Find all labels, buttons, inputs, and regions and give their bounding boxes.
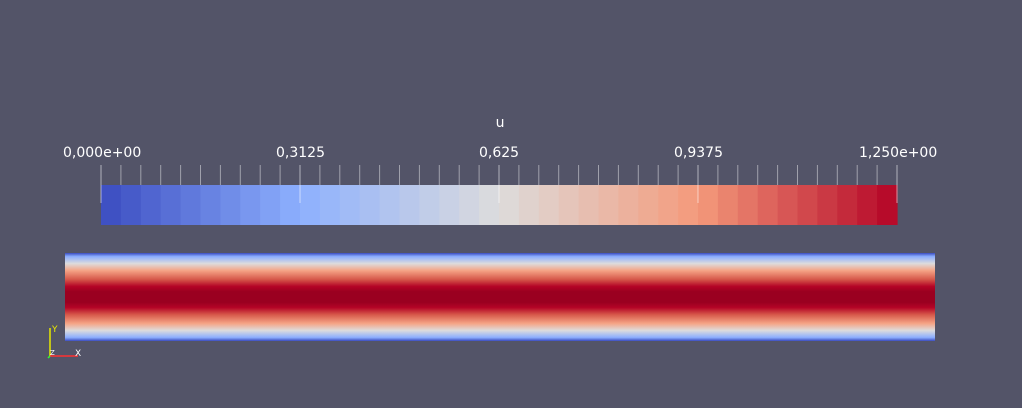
- scalar-bar-band: [757, 185, 779, 225]
- scalar-bar-band: [598, 185, 619, 225]
- z-axis-line: [47, 355, 51, 359]
- scalar-bar-band: [459, 185, 480, 225]
- scalar-bar-band: [658, 185, 679, 225]
- scalar-bar-band: [479, 185, 500, 225]
- scalar-bar-band: [101, 185, 122, 225]
- scalar-bar-band: [578, 185, 600, 225]
- scalar-bar-title: u: [495, 115, 505, 131]
- scalar-bar-band: [399, 185, 420, 225]
- scalar-bar-band: [857, 185, 878, 225]
- x-axis-label: X: [75, 349, 82, 359]
- scalar-bar-band: [319, 185, 341, 225]
- scalar-bar-band: [499, 185, 520, 225]
- scalar-bar-band: [160, 185, 182, 225]
- scalar-bar-band: [817, 185, 838, 225]
- scalar-bar-band: [359, 185, 381, 225]
- scalar-bar-band: [280, 185, 301, 225]
- rendered-field-strip[interactable]: [65, 253, 935, 341]
- scalar-bar-band: [439, 185, 460, 225]
- scalar-bar-color-bands: [101, 185, 898, 225]
- orientation-axes-triad: [47, 328, 78, 359]
- scalar-bar-band: [120, 185, 142, 225]
- scalar-bar-band: [737, 185, 759, 225]
- scalar-bar-band: [240, 185, 261, 225]
- z-axis-label: Z: [50, 349, 55, 357]
- scalar-bar-band: [538, 185, 560, 225]
- scalar-bar-band: [777, 185, 799, 225]
- scalar-bar-tick-label-1: 0,3125: [276, 145, 325, 161]
- scalar-bar-ticks: [100, 165, 898, 203]
- scalar-bar-band: [180, 185, 202, 225]
- scalar-bar-band: [518, 185, 540, 225]
- scalar-bar-band: [717, 185, 739, 225]
- scalar-bar-band: [339, 185, 361, 225]
- scalar-bar-band: [877, 185, 898, 225]
- scalar-bar-band: [260, 185, 281, 225]
- scalar-bar-band: [638, 185, 659, 225]
- scalar-bar-band: [140, 185, 162, 225]
- y-axis-label: Y: [52, 325, 58, 335]
- scalar-bar-band: [698, 185, 719, 225]
- scalar-bar-tick-label-3: 0,9375: [674, 145, 723, 161]
- scalar-bar-tick-label-2: 0,625: [479, 145, 520, 161]
- scalar-bar-band: [200, 185, 221, 225]
- scalar-bar-band: [220, 185, 241, 225]
- scalar-bar-band: [300, 185, 321, 225]
- scalar-bar-band: [797, 185, 818, 225]
- scalar-bar-band: [618, 185, 639, 225]
- scalar-bar-band: [678, 185, 699, 225]
- scalar-bar-band: [419, 185, 440, 225]
- scalar-bar-band: [558, 185, 580, 225]
- scalar-bar-band: [837, 185, 858, 225]
- scalar-bar-band: [379, 185, 401, 225]
- scalar-bar-tick-label-min: 0,000e+00: [63, 145, 142, 161]
- scalar-bar-tick-label-max: 1,250e+00: [859, 145, 938, 161]
